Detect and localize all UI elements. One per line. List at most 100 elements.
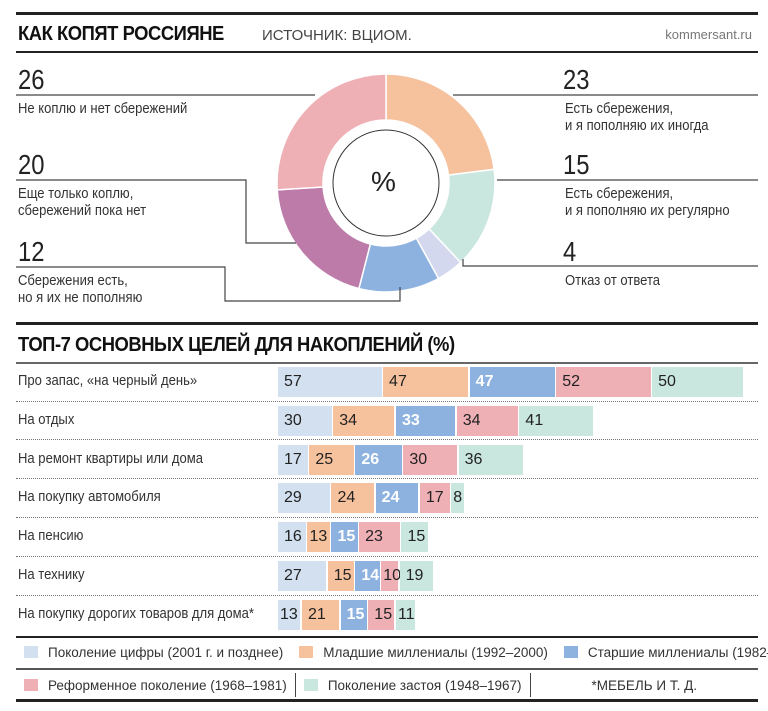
bar-value-label: 15 [407,528,426,546]
donut-value-23: 23 [563,64,590,95]
row-divider [16,516,758,518]
bar-segment: 15 [368,599,395,630]
bar-segment: 8 [451,483,465,514]
row-label: Про запас, «на черный день» [18,373,198,389]
bar-value-label: 21 [307,605,326,623]
donut-label-4: Отказ от ответа [565,273,661,289]
bar-segment: 25 [309,444,354,475]
bar-segment: 34 [333,405,395,436]
section-rule [16,322,758,325]
bar-segment: 15 [401,522,428,553]
donut-label-20: Еще только коплю, сбережений пока нет [18,186,147,219]
source-note: ИСТОЧНИК: ВЦИОМ. [262,27,412,44]
bar-segment: 24 [331,483,375,514]
bar-segment: 13 [307,522,330,553]
bar-segment: 26 [355,444,402,475]
bar-segment: 27 [278,561,327,591]
bar-value-label: 13 [309,528,328,546]
bottom-rule [16,699,758,702]
donut-value-20: 20 [18,149,45,180]
leader-lines [16,94,758,302]
bar-value-label: 17 [425,489,444,507]
bar-segment: 47 [383,367,469,397]
bar-value-label: 36 [464,450,483,468]
row-label: На пенсию [18,528,84,545]
bar-segment: 52 [556,367,651,397]
row-divider [16,594,758,596]
bar-value-label: 8 [453,489,463,507]
page-title: КАК КОПЯТ РОССИЯНЕ [18,23,224,45]
bar-segment: 36 [458,444,524,475]
bar-value-label: 14 [361,567,380,584]
bar-value-label: 47 [389,373,407,390]
bar-value-label: 30 [284,411,302,429]
bar-segment: 23 [359,522,400,553]
row-label: На покупку дорогих товаров для дома* [18,605,254,622]
bar-value-label: 24 [337,489,356,507]
bar-segment: 15 [331,522,358,553]
donut-center-label: % [371,166,396,197]
bar-chart-top-rule [16,362,758,364]
donut-label-26: Не коплю и нет сбережений [18,101,188,117]
bar-segment: 34 [456,405,518,436]
legend-divider [294,673,296,697]
footnote: *МЕБЕЛЬ И Т. Д. [591,677,697,693]
bar-value-label: 25 [315,450,334,468]
legend-item: Реформенное поколение (1968–1981) [16,674,295,696]
bar-segment: 33 [395,405,456,436]
bar-value-label: 27 [284,567,302,584]
bar-value-label: 10 [383,567,401,584]
bar-segment: 10 [381,561,401,591]
bar-value-label: 24 [381,489,400,507]
legend-swatch [303,679,318,691]
legend-swatch [24,646,38,658]
bar-value-label: 41 [525,411,544,429]
bar-segment: 30 [278,405,332,436]
bar-segment: 29 [278,483,330,514]
row-label: На технику [18,567,85,583]
bar-segment: 50 [652,367,743,397]
row-divider [16,478,758,480]
bar-segment: 21 [301,599,340,630]
leader-line-20 [16,179,296,244]
bar-segment: 30 [403,444,458,475]
bar-value-label: 23 [365,528,383,546]
bar-segment: 15 [327,561,354,591]
bar-segment: 17 [419,483,450,514]
row-divider [16,439,758,441]
donut-segment-23 [385,73,495,176]
legend-mid-rule [16,668,758,670]
leader-line-12 [16,266,401,302]
donut-label-15: Есть сбережения, и я пополняю их регулярн… [565,186,730,219]
legend-top-rule [16,636,758,638]
bar-value-label: 17 [284,450,302,468]
bar-value-label: 15 [337,528,356,546]
legend-row-1: Поколение цифры (2001 г. и позднее) Млад… [16,637,768,667]
bar-value-label: 19 [405,567,424,584]
bar-value-label: 15 [346,605,365,623]
bar-value-label: 15 [333,567,352,584]
donut-chart [16,73,758,302]
bar-value-label: 11 [397,605,415,623]
bar-value-label: 33 [401,411,420,429]
bar-segment: 11 [395,599,415,630]
bar-segment: 47 [469,367,555,397]
bar-value-label: 26 [361,450,380,468]
bar-segment: 17 [278,444,308,475]
bar-value-label: 52 [562,373,581,390]
site-credit: kommersant.ru [665,27,752,42]
legend-divider [529,673,531,697]
legend-swatch [563,646,578,658]
legend-row-2: Реформенное поколение (1968–1981) Поколе… [16,670,758,700]
bar-segment: 41 [519,405,594,436]
bar-value-label: 30 [409,450,428,468]
bar-segment: 16 [278,522,306,553]
legend-item: Поколение цифры (2001 г. и позднее) [16,641,291,663]
bar-value-label: 57 [284,373,302,390]
bar-segment: 24 [375,483,419,514]
legend-swatch [299,646,314,658]
leader-line-4 [462,259,758,267]
donut-center-circle [332,129,440,237]
row-label: На ремонт квартиры или дома [18,450,204,467]
